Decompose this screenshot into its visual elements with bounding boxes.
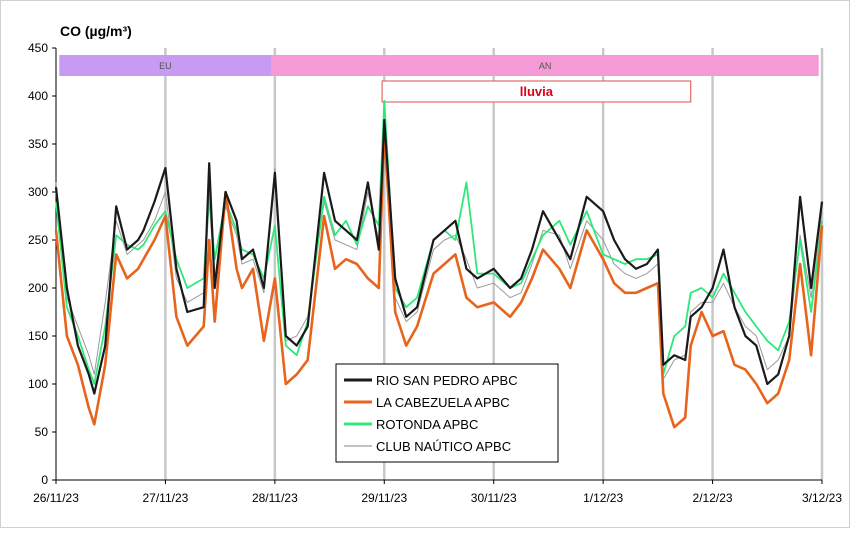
y-tick-label: 100 bbox=[28, 377, 48, 391]
chart-title: CO (µg/m³) bbox=[60, 23, 132, 39]
annotation-label: lluvia bbox=[520, 84, 554, 99]
y-tick-label: 50 bbox=[35, 425, 49, 439]
legend-label: LA CABEZUELA APBC bbox=[376, 395, 510, 410]
y-tick-label: 450 bbox=[28, 41, 48, 55]
legend-box bbox=[335, 363, 559, 463]
series-line-0 bbox=[54, 118, 824, 395]
legend-label: CLUB NAÚTICO APBC bbox=[376, 439, 511, 454]
y-tick-label: 350 bbox=[28, 137, 48, 151]
legend-label: RIO SAN PEDRO APBC bbox=[376, 373, 518, 388]
y-tick-label: 200 bbox=[28, 281, 48, 295]
x-tick-label: 2/12/23 bbox=[693, 491, 733, 505]
band-label: EU bbox=[159, 61, 172, 71]
y-tick-label: 150 bbox=[28, 329, 48, 343]
y-tick-label: 0 bbox=[41, 473, 48, 487]
axis-layer: 0 50 100 150 200 250 300 350 400 450 26/11/23 27/11… bbox=[28, 41, 842, 505]
series-line-3 bbox=[55, 124, 823, 380]
series-layer bbox=[54, 99, 824, 429]
y-tick-label: 300 bbox=[28, 185, 48, 199]
x-tick-label: 29/11/23 bbox=[361, 491, 407, 505]
band-label: AN bbox=[539, 61, 552, 71]
annotation-box bbox=[381, 80, 692, 103]
legend: RIO SAN PEDRO APBC LA CABEZUELA APBC ROTON… bbox=[335, 363, 559, 463]
band-layer: EU AN lluvia bbox=[59, 55, 819, 103]
series-line-1 bbox=[54, 128, 824, 429]
grid-layer bbox=[164, 48, 824, 480]
x-tick-label: 1/12/23 bbox=[583, 491, 623, 505]
x-tick-label: 28/11/23 bbox=[252, 491, 298, 505]
band-0 bbox=[59, 55, 272, 76]
x-tick-label: 30/11/23 bbox=[471, 491, 517, 505]
y-tick-label: 400 bbox=[28, 89, 48, 103]
legend-label: ROTONDA APBC bbox=[376, 417, 478, 432]
band-1 bbox=[271, 55, 819, 76]
x-tick-label: 3/12/23 bbox=[802, 491, 842, 505]
x-tick-label: 26/11/23 bbox=[33, 491, 79, 505]
y-tick-label: 250 bbox=[28, 233, 48, 247]
x-tick-label: 27/11/23 bbox=[143, 491, 189, 505]
